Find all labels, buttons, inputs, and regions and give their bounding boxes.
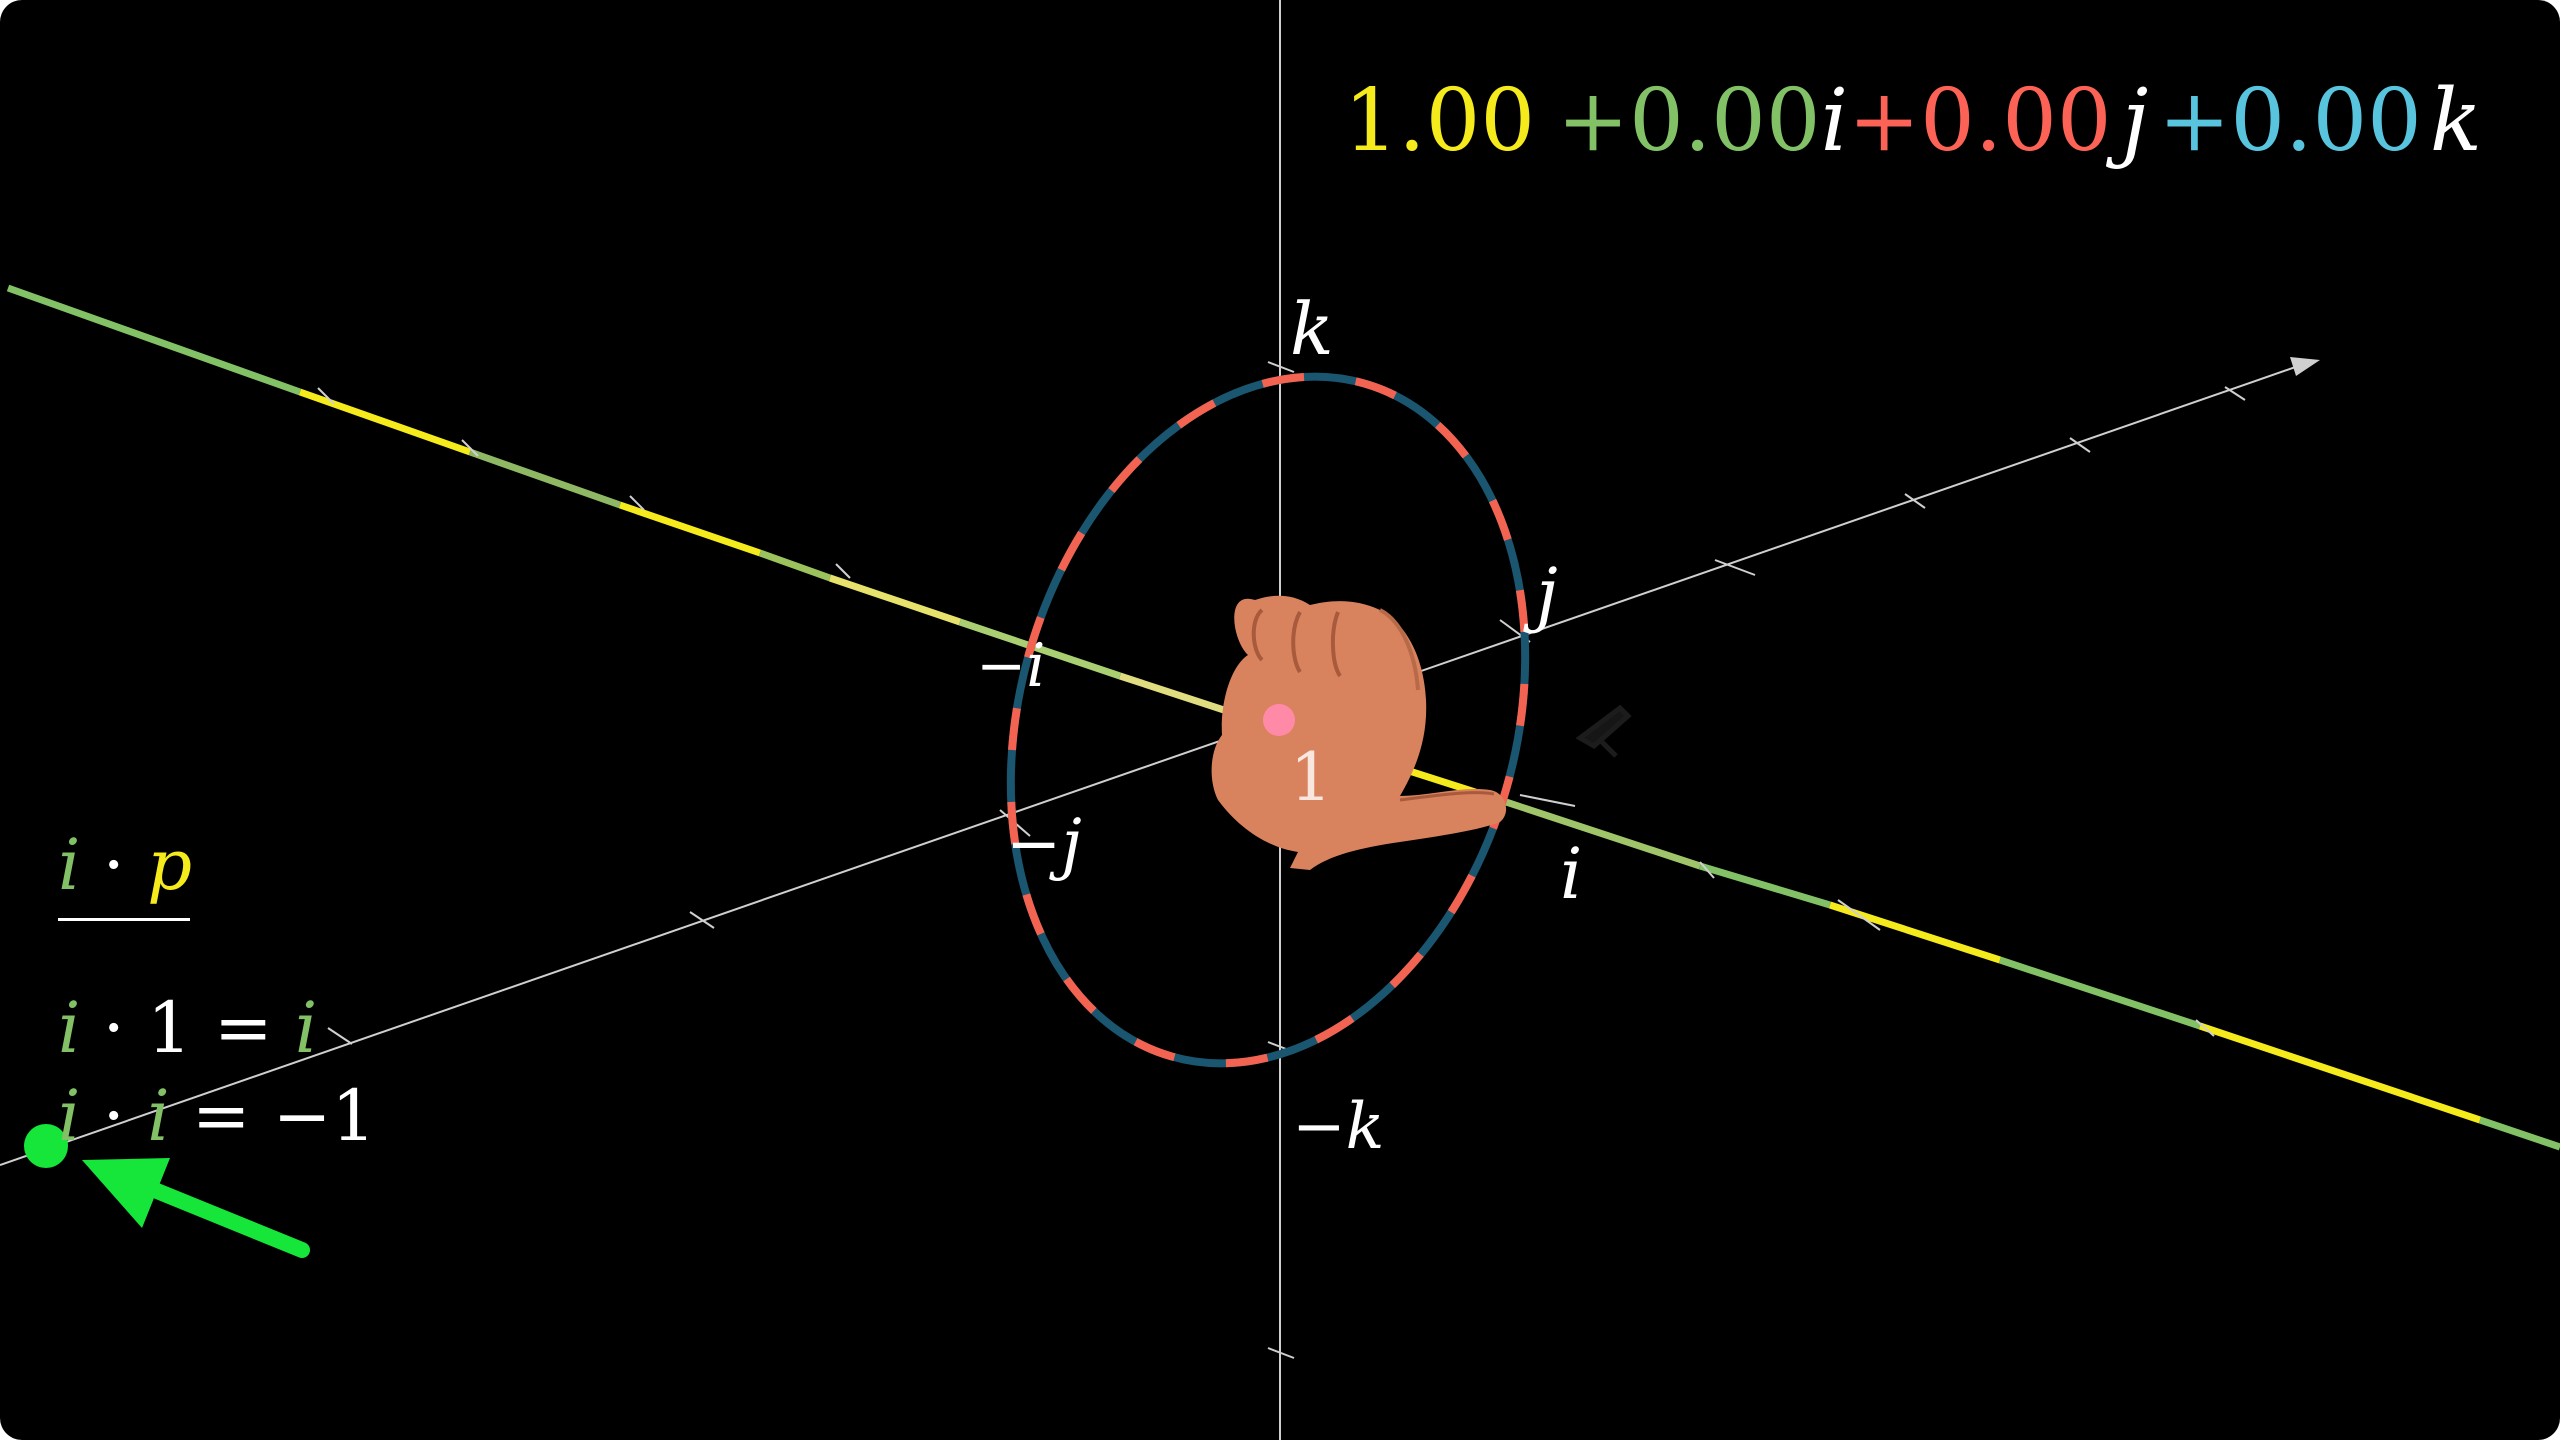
- eq2-i-mid: i: [147, 1075, 170, 1157]
- quaternion-readout: 1.00 +0.00i+0.00 j +0.00k: [1344, 78, 2482, 164]
- readout-i-coef: +0.00: [1557, 71, 1821, 171]
- j-axis-arrowhead: [2290, 357, 2320, 376]
- label-neg-j: −j: [1006, 805, 1082, 882]
- readout-k-coef: +0.00: [2158, 71, 2422, 171]
- readout-real: 1.00: [1343, 71, 1536, 171]
- label-k: k: [1290, 287, 1334, 371]
- j-axis-ticks: [327, 386, 2246, 1045]
- equation-header: i · p: [58, 830, 376, 918]
- eq2-rest: = −1: [191, 1075, 376, 1157]
- unit-point-icon: [1263, 704, 1295, 736]
- label-j: j: [1523, 553, 1558, 635]
- green-marker-dot: [24, 1124, 68, 1168]
- green-arrow-icon: [82, 1158, 310, 1258]
- label-one: 1: [1290, 739, 1332, 816]
- header-dot: ·: [102, 824, 125, 906]
- label-i: i: [1560, 833, 1582, 915]
- label-neg-i: −i: [976, 631, 1045, 701]
- left-hand-thumb-icon: [1211, 595, 1507, 870]
- eq2-i-left: i: [58, 1075, 81, 1157]
- multiplication-equations: i · p i · 1 = i i · i = −1: [58, 830, 376, 1151]
- readout-j-unit: j: [2121, 71, 2149, 171]
- header-p: p: [147, 824, 192, 906]
- label-neg-k: −k: [1292, 1090, 1384, 1164]
- unit-circle-red: [1006, 372, 1530, 1068]
- eq1-i-right: i: [294, 987, 318, 1069]
- readout-i-unit: i: [1820, 71, 1849, 171]
- readout-j-coef: +0.00: [1848, 71, 2112, 171]
- eq2-dot: ·: [102, 1075, 125, 1157]
- real-axis-ticks: [317, 387, 2215, 1037]
- equation-divider: [58, 918, 190, 921]
- j-axis: [0, 361, 2311, 1166]
- readout-k-unit: k: [2429, 71, 2482, 171]
- shadow-mark: [1575, 704, 1632, 758]
- eq1-rest: · 1 =: [102, 987, 295, 1069]
- equation-i-times-i: i · i = −1: [58, 1081, 376, 1151]
- equation-i-times-one: i · 1 = i: [58, 993, 376, 1063]
- eq1-i-left: i: [58, 987, 81, 1069]
- header-i: i: [58, 824, 81, 906]
